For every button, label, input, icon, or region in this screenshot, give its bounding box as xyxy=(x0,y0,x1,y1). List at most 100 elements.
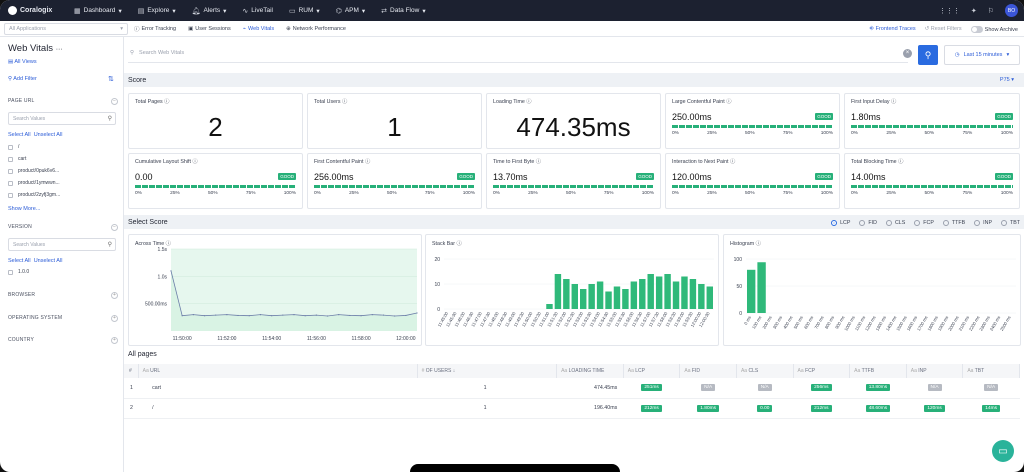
col-loading-time[interactable]: Aa LOADING TIME xyxy=(556,364,624,378)
radio-button[interactable] xyxy=(914,220,921,226)
gauge-tick-label: 25% xyxy=(170,191,180,196)
application-select[interactable]: All Applications ▾ xyxy=(4,22,128,35)
filter-checkbox-item[interactable]: product/2zyfj3gm... xyxy=(8,192,60,198)
filter-checkbox-item[interactable]: product/1ymwwn... xyxy=(8,180,60,186)
nav-explore[interactable]: ▤ Explore ▾ xyxy=(130,0,184,21)
select-all-link[interactable]: Select All xyxy=(8,258,31,264)
tab-web-vitals[interactable]: ⌁ Web Vitals xyxy=(237,21,280,37)
table-row[interactable]: 1 cart 1 474.45ms 251ms N/A N/A 256ms 13.80ms N/A… xyxy=(124,378,1020,399)
metric-card-vital: Total Blocking Time ⓘ 14.00ms GOOD 0% 25% 50%… xyxy=(844,153,1020,209)
bar xyxy=(605,291,612,309)
avatar[interactable]: BO xyxy=(1005,4,1018,17)
y-tick-label: 0 xyxy=(739,311,742,317)
col-users[interactable]: # OF USERS ↓ xyxy=(417,364,558,378)
score-radio-fcp[interactable]: FCP xyxy=(914,220,934,226)
percentile-select[interactable]: P75 ▾ xyxy=(999,77,1014,83)
metric-pill: 212ms xyxy=(641,404,662,412)
add-filter-button[interactable]: ⚲ Add Filter xyxy=(8,76,37,82)
radio-button[interactable] xyxy=(885,220,892,226)
radio-button[interactable] xyxy=(1000,220,1007,226)
score-radio-fid[interactable]: FID xyxy=(859,220,877,226)
col-tbt[interactable]: Aa TBT xyxy=(962,364,1020,378)
filter-checkbox-item[interactable]: / xyxy=(8,144,19,150)
nav-apm[interactable]: ⌬ APM ▾ xyxy=(328,0,373,21)
clear-search-icon[interactable]: × xyxy=(903,49,912,58)
checkbox[interactable] xyxy=(8,144,13,150)
version-search-input[interactable]: Search Values ⚲ xyxy=(8,238,116,251)
collapse-icon[interactable]: − xyxy=(111,98,118,105)
section-operating-system[interactable]: OPERATING SYSTEM + xyxy=(8,315,118,322)
chat-support-button[interactable]: ▭ xyxy=(992,440,1014,462)
tab-error-tracking[interactable]: ⓘ Error Tracking xyxy=(128,21,182,37)
tab-user-sessions[interactable]: ▣ User Sessions xyxy=(182,21,237,37)
help-icon[interactable]: ⚐ xyxy=(987,7,994,15)
frontend-traces-link[interactable]: ⎆ Frontend Traces xyxy=(869,25,916,32)
col-fid[interactable]: Aa FID xyxy=(679,364,737,378)
all-views-link[interactable]: ▤ All Views xyxy=(8,59,37,65)
nav-alerts[interactable]: 🔔︎ Alerts ▾ xyxy=(184,0,235,21)
filter-value: product/1ymwwn... xyxy=(18,180,60,186)
radio-button[interactable] xyxy=(859,220,866,226)
expand-icon[interactable]: + xyxy=(111,292,118,299)
filter-checkbox-item[interactable]: cart xyxy=(8,156,26,162)
sparkle-icon[interactable]: ✦ xyxy=(970,7,977,15)
metric-pill: 48.60ms xyxy=(865,404,891,412)
unselect-all-link[interactable]: Unselect All xyxy=(33,258,63,264)
col-url[interactable]: Aa URL xyxy=(138,364,418,378)
collapse-icon[interactable]: − xyxy=(111,224,118,231)
show-more-link[interactable]: Show More... xyxy=(8,206,41,212)
radio-label: FCP xyxy=(923,220,934,226)
filter-checkbox-item[interactable]: product/0puk6v6... xyxy=(8,168,59,174)
unselect-all-link[interactable]: Unselect All xyxy=(33,132,63,138)
radio-button[interactable] xyxy=(942,220,949,226)
toggle-switch[interactable] xyxy=(970,25,983,33)
col-ttfb[interactable]: Aa TTFB xyxy=(849,364,907,378)
filter-checkbox-item[interactable]: 1.0.0 xyxy=(8,269,29,275)
select-all-link[interactable]: Select All xyxy=(8,132,31,138)
version-select-links: Select All Unselect All xyxy=(8,258,62,264)
show-archive-toggle[interactable]: Show Archive xyxy=(970,25,1018,33)
checkbox[interactable] xyxy=(8,192,13,198)
radio-button[interactable] xyxy=(831,220,838,226)
section-country[interactable]: COUNTRY + xyxy=(8,337,118,344)
brand-logo[interactable]: Coralogix xyxy=(0,6,66,15)
clock-icon: ◷ xyxy=(954,52,960,58)
expand-icon[interactable]: + xyxy=(111,315,118,322)
section-page-url[interactable]: PAGE URL − xyxy=(8,98,118,105)
page-title: Web Vitals ··· xyxy=(8,43,63,54)
nav-rum[interactable]: ▭ RUM ▾ xyxy=(281,0,328,21)
nav-livetail[interactable]: ∿ LiveTail xyxy=(234,0,281,21)
col-cls[interactable]: Aa CLS xyxy=(736,364,794,378)
apps-grid-icon[interactable]: ⋮⋮⋮ xyxy=(938,7,960,15)
radio-button[interactable] xyxy=(974,220,981,226)
reset-filters-button[interactable]: ↺ Reset Filters xyxy=(924,26,962,32)
checkbox[interactable] xyxy=(8,180,13,186)
search-button[interactable]: ⚲ xyxy=(918,45,938,65)
score-radio-lcp[interactable]: LCP xyxy=(831,220,850,226)
section-browser[interactable]: BROWSER + xyxy=(8,292,118,299)
web-vitals-search-input[interactable]: ⚲ Search Web Vitals xyxy=(128,43,908,63)
score-radio-inp[interactable]: INP xyxy=(974,220,992,226)
tab-network-performance[interactable]: ⊕ Network Performance xyxy=(280,21,352,37)
nav-dataflow[interactable]: ⇄ Data Flow ▾ xyxy=(373,0,433,21)
more-options-icon[interactable]: ··· xyxy=(55,46,63,53)
score-radio-ttfb[interactable]: TTFB xyxy=(942,220,965,226)
score-radio-tbt[interactable]: TBT xyxy=(1000,220,1020,226)
nav-dashboard[interactable]: ▦ Dashboard ▾ xyxy=(66,0,130,21)
table-row[interactable]: 2/1 196.40ms 212ms 1.80ms 0.00 212ms 48.60ms 12… xyxy=(124,398,1020,419)
all-views-label: All Views xyxy=(14,59,37,65)
col-inp[interactable]: Aa INP xyxy=(906,364,964,378)
page-url-search-input[interactable]: Search Values ⚲ xyxy=(8,112,116,125)
checkbox[interactable] xyxy=(8,156,13,162)
score-radio-cls[interactable]: CLS xyxy=(885,220,905,226)
checkbox[interactable] xyxy=(8,168,13,174)
col-lcp[interactable]: Aa LCP xyxy=(623,364,681,378)
section-version[interactable]: VERSION − xyxy=(8,224,118,231)
expand-icon[interactable]: + xyxy=(111,337,118,344)
time-range-picker[interactable]: ◷ Last 15 minutes ▾ xyxy=(944,45,1020,65)
row-url[interactable]: cart xyxy=(138,378,418,399)
checkbox[interactable] xyxy=(8,269,13,275)
sort-filters-icon[interactable]: ⇅ xyxy=(108,76,114,83)
row-url[interactable]: / xyxy=(138,398,418,419)
col-fcp[interactable]: Aa FCP xyxy=(793,364,851,378)
